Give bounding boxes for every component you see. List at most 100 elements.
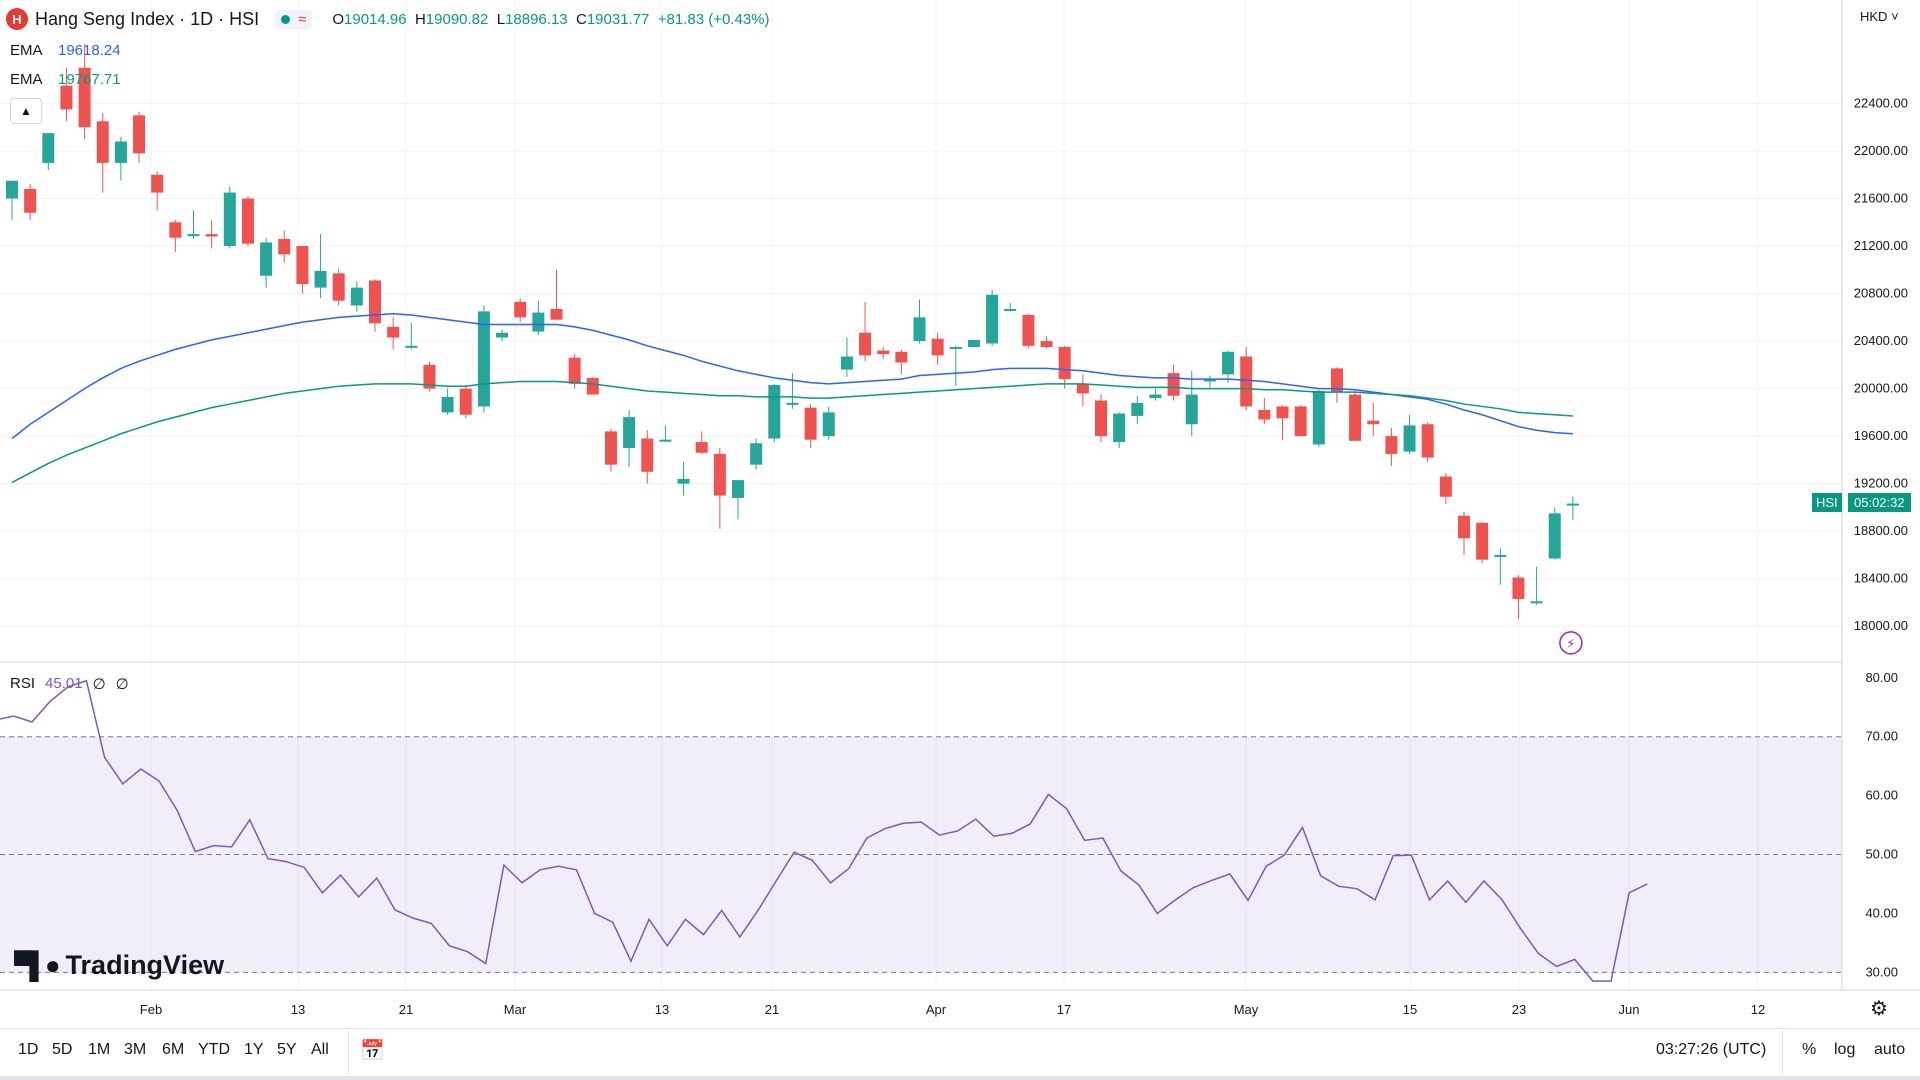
- candle-body: [713, 453, 726, 496]
- price-tick-label: 18800.00: [1854, 523, 1908, 538]
- auto-toggle[interactable]: auto: [1874, 1041, 1906, 1058]
- candle-body: [278, 238, 291, 255]
- candle-body: [1095, 400, 1107, 437]
- price-tick-label: 21600.00: [1854, 191, 1908, 206]
- candle-body: [60, 85, 73, 110]
- chevron-up-icon: ▲: [20, 104, 32, 118]
- candle-body: [931, 338, 944, 356]
- time-tick-label: 13: [291, 1002, 305, 1017]
- candle-body: [24, 189, 37, 213]
- candle-body: [1149, 394, 1162, 399]
- candle-body: [187, 234, 200, 237]
- status-pill[interactable]: ≈: [275, 9, 313, 29]
- time-tick-label: Apr: [926, 1002, 947, 1017]
- price-symbol-tag: HSI: [1812, 493, 1842, 512]
- timeframe-all[interactable]: All: [311, 1041, 329, 1058]
- ema-slow-legend[interactable]: EMA 19767.71: [10, 71, 121, 88]
- rsi-tick-label: 50.00: [1865, 847, 1898, 862]
- candle-body: [877, 350, 890, 355]
- wave-icon: ≈: [298, 10, 307, 28]
- timeframe-3m[interactable]: 3M: [124, 1041, 147, 1058]
- candle-body: [1004, 309, 1017, 312]
- candle-body: [114, 141, 127, 163]
- time-tick-label: Mar: [504, 1002, 527, 1017]
- candle-body: [986, 294, 999, 344]
- candle-body: [1022, 314, 1035, 346]
- candle-body: [78, 67, 91, 128]
- candle-body: [659, 439, 672, 442]
- candle-body: [1439, 476, 1452, 497]
- candle-body: [223, 192, 236, 247]
- symbol-title[interactable]: Hang Seng Index · 1D · HSI: [35, 8, 260, 29]
- calendar-range-icon[interactable]: 📅: [360, 1040, 385, 1062]
- timeframe-1m[interactable]: 1M: [88, 1041, 111, 1058]
- rsi-tick-label: 80.00: [1865, 670, 1898, 685]
- time-tick-label: May: [1234, 1002, 1259, 1017]
- candle-body: [241, 198, 254, 244]
- candle-body: [840, 356, 853, 370]
- candle-body: [96, 121, 109, 163]
- price-tick-label: 18400.00: [1854, 571, 1908, 586]
- candle-body: [1367, 420, 1380, 425]
- grid: [0, 0, 1842, 990]
- price-tick-label: 18000.00: [1854, 618, 1908, 633]
- candle-body: [169, 222, 182, 238]
- log-toggle[interactable]: log: [1834, 1041, 1856, 1058]
- tradingview-mark-icon: ▀▌●: [14, 950, 61, 980]
- candle-body: [1349, 394, 1362, 441]
- toolbar-divider: [348, 1030, 349, 1074]
- candle-body: [514, 301, 527, 318]
- time-tick-label: Feb: [140, 1002, 162, 1017]
- currency-label[interactable]: HKD ˅: [1860, 9, 1899, 24]
- rsi-tick-label: 30.00: [1865, 964, 1898, 979]
- candle-body: [133, 115, 146, 154]
- collapse-legend-button[interactable]: ▲: [10, 98, 42, 124]
- candle-body: [205, 234, 218, 237]
- time-tick-label: 21: [399, 1002, 413, 1017]
- timeframe-1d[interactable]: 1D: [18, 1041, 39, 1058]
- candle-body: [332, 273, 345, 301]
- candle-body: [477, 311, 490, 407]
- utc-clock[interactable]: 03:27:26 (UTC): [1656, 1041, 1767, 1058]
- candle-body: [1240, 356, 1253, 407]
- gear-icon[interactable]: ⚙: [1870, 998, 1888, 1020]
- candle-body: [1512, 577, 1525, 599]
- candle-body: [1276, 406, 1289, 419]
- candle-body: [1476, 522, 1489, 560]
- candle-body: [859, 332, 872, 356]
- candle-body: [1294, 406, 1307, 437]
- candle-body: [1076, 383, 1089, 394]
- rsi-tick-label: 40.00: [1865, 905, 1898, 920]
- candle-body: [695, 442, 708, 453]
- time-tick-label: Jun: [1619, 1002, 1640, 1017]
- timeframe-1y[interactable]: 1Y: [244, 1041, 264, 1058]
- timeframe-6m[interactable]: 6M: [162, 1041, 185, 1058]
- price-tick-label: 20000.00: [1854, 381, 1908, 396]
- candle-body: [1058, 347, 1071, 380]
- candle-body: [949, 347, 962, 350]
- candle-body: [568, 357, 581, 384]
- tradingview-logo[interactable]: ▀▌● TradingView: [14, 950, 225, 980]
- market-open-dot: [281, 14, 291, 24]
- candle-body: [350, 287, 363, 306]
- candle-body: [895, 351, 908, 363]
- candle-body: [1203, 379, 1216, 382]
- candle-body: [768, 385, 781, 439]
- candle-body: [496, 332, 509, 338]
- time-tick-label: 17: [1057, 1002, 1071, 1017]
- timeframe-ytd[interactable]: YTD: [198, 1041, 230, 1058]
- percent-toggle[interactable]: %: [1802, 1041, 1817, 1058]
- timeframe-5y[interactable]: 5Y: [277, 1041, 297, 1058]
- ema-lines: [0, 313, 1648, 982]
- ema-fast-legend[interactable]: EMA 19618.24: [10, 42, 121, 59]
- chart-canvas[interactable]: 18000.00 18400.00 18800.00 19200.00 19600.00…: [0, 0, 1920, 1028]
- candle-body: [314, 270, 327, 288]
- candle-body: [1548, 513, 1561, 559]
- time-tick-label: 12: [1751, 1002, 1765, 1017]
- rsi-legend[interactable]: RSI 45.01 ∅ ∅: [10, 675, 129, 693]
- candle-body: [750, 443, 763, 465]
- price-tick-label: 20400.00: [1854, 333, 1908, 348]
- timeframe-5d[interactable]: 5D: [52, 1041, 73, 1058]
- hsi-logo-icon[interactable]: H: [6, 8, 28, 30]
- bottom-strip: [0, 1076, 1920, 1080]
